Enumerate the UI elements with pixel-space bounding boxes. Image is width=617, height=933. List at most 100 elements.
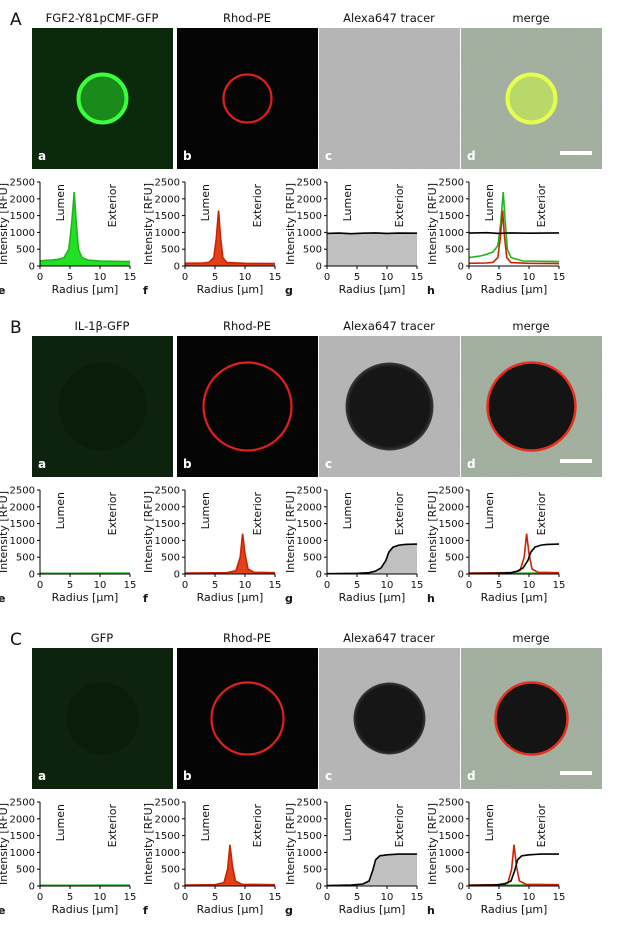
x-tick-label: 15 [124, 892, 137, 903]
y-tick-label: 0 [29, 882, 35, 893]
y-tick-label: 500 [161, 865, 180, 876]
y-tick-label: 1500 [155, 831, 180, 842]
x-axis-label: Radius [µm] [481, 903, 548, 916]
y-tick-label: 1000 [10, 848, 35, 859]
x-tick-label: 5 [67, 580, 73, 591]
y-tick-label: 2000 [10, 814, 35, 825]
series-tracer-line [468, 543, 560, 575]
y-axis-label: Intensity [RFU] [142, 183, 155, 265]
y-tick-label: 0 [458, 882, 464, 893]
image-letter: b [183, 457, 192, 471]
column-title: Alexa647 tracer [343, 631, 435, 645]
y-tick-label: 500 [161, 553, 180, 564]
micrograph-C-c: c [319, 648, 460, 789]
panel-letter-e: e [0, 284, 6, 297]
series-green-line [468, 192, 560, 263]
x-tick-label: 10 [381, 580, 394, 591]
y-tick-label: 2000 [297, 502, 322, 513]
series-red-line [184, 533, 276, 574]
vesicle-lumen [353, 682, 426, 755]
y-tick-label: 0 [29, 570, 35, 581]
micrograph-B-b: b [177, 336, 318, 477]
x-tick-label: 5 [67, 892, 73, 903]
y-axis-label: Intensity [RFU] [142, 491, 155, 573]
annotation-exterior: Exterior [251, 492, 264, 536]
series-red-line [184, 844, 276, 886]
y-tick-label: 1000 [297, 848, 322, 859]
x-tick-label: 10 [381, 272, 394, 283]
x-tick-label: 5 [496, 272, 502, 283]
image-letter: d [467, 769, 476, 783]
annotation-exterior: Exterior [106, 184, 119, 228]
x-tick-label: 0 [37, 892, 43, 903]
y-tick-label: 2500 [439, 798, 464, 809]
column-title: Alexa647 tracer [343, 11, 435, 25]
vesicle-lumen [58, 362, 147, 451]
annotation-lumen: Lumen [483, 184, 496, 221]
y-tick-label: 1500 [297, 831, 322, 842]
micrograph-B-c: c [319, 336, 460, 477]
image-letter: c [325, 769, 333, 783]
y-axis-label: Intensity [RFU] [284, 183, 297, 265]
x-tick-label: 10 [523, 580, 536, 591]
micrograph-B-d: d [461, 336, 602, 477]
y-axis-label: Intensity [RFU] [426, 491, 439, 573]
y-tick-label: 500 [445, 553, 464, 564]
y-tick-label: 500 [445, 865, 464, 876]
y-tick-label: 2500 [297, 798, 322, 809]
panel-letter-g: g [285, 592, 293, 605]
series-tracer-area [327, 854, 417, 886]
section-label-A: A [10, 10, 22, 30]
intensity-profile-A-h: 0 500 1000 1500 2000 2500 0 5 10 15 Radius [µm] Int… [425, 176, 570, 312]
x-tick-label: 0 [182, 892, 188, 903]
y-tick-label: 0 [458, 570, 464, 581]
annotation-lumen: Lumen [199, 804, 212, 841]
vesicle-lumen [495, 682, 568, 755]
y-tick-label: 2000 [155, 194, 180, 205]
x-tick-label: 10 [94, 580, 107, 591]
series-tracer-area [327, 544, 417, 574]
y-tick-label: 1000 [10, 228, 35, 239]
x-tick-label: 15 [124, 580, 137, 591]
x-tick-label: 0 [182, 580, 188, 591]
y-tick-label: 2000 [155, 502, 180, 513]
y-tick-label: 2000 [439, 814, 464, 825]
image-letter: c [325, 149, 333, 163]
panel-letter-f: f [143, 284, 148, 297]
micrograph-B-a: a [32, 336, 173, 477]
column-title: merge [512, 319, 550, 333]
vesicle-membrane [486, 361, 577, 452]
annotation-lumen: Lumen [54, 804, 67, 841]
panel-letter-e: e [0, 904, 6, 917]
vesicle-membrane [210, 681, 285, 756]
y-tick-label: 2000 [439, 194, 464, 205]
x-tick-label: 10 [94, 272, 107, 283]
panel-letter-f: f [143, 592, 148, 605]
series-red-line [468, 533, 560, 574]
annotation-lumen: Lumen [341, 804, 354, 841]
vesicle-membrane [76, 72, 129, 125]
column-title: IL-1β-GFP [74, 319, 130, 333]
annotation-exterior: Exterior [535, 492, 548, 536]
annotation-exterior: Exterior [106, 804, 119, 848]
y-tick-label: 1000 [439, 848, 464, 859]
micrograph-C-b: b [177, 648, 318, 789]
intensity-profile-C-f: 0 500 1000 1500 2000 2500 0 5 10 15 Radius [µm] Int… [141, 796, 286, 932]
intensity-profile-B-g: 0 500 1000 1500 2000 2500 0 5 10 15 Radius [µm] Int… [283, 484, 428, 620]
image-letter: a [38, 769, 47, 783]
x-tick-label: 15 [411, 272, 424, 283]
y-tick-label: 1500 [10, 211, 35, 222]
x-tick-label: 0 [466, 892, 472, 903]
panel-letter-f: f [143, 904, 148, 917]
x-tick-label: 5 [354, 272, 360, 283]
x-tick-label: 5 [212, 580, 218, 591]
x-tick-label: 10 [239, 580, 252, 591]
micrograph-C-a: a [32, 648, 173, 789]
vesicle-lumen [345, 362, 434, 451]
y-tick-label: 500 [303, 865, 322, 876]
scale-bar [560, 151, 592, 155]
y-tick-label: 500 [303, 245, 322, 256]
y-tick-label: 2000 [439, 502, 464, 513]
scale-bar [560, 459, 592, 463]
intensity-profile-A-e: 0 500 1000 1500 2000 2500 0 5 10 15 Radius [µm] Int… [0, 176, 141, 312]
